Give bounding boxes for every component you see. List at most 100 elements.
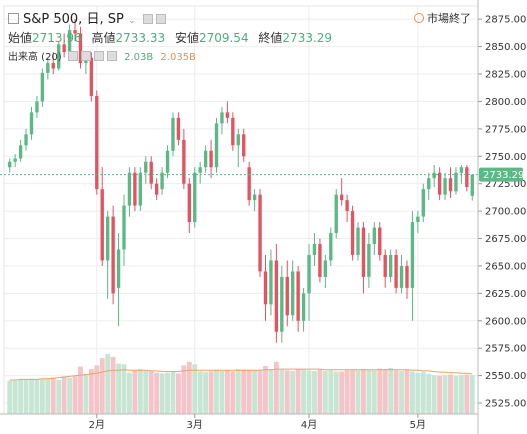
settings-icon[interactable]: [142, 14, 153, 24]
volume-bar: [99, 358, 105, 414]
volume-bar: [366, 369, 372, 414]
volume-bar: [45, 378, 51, 414]
candle-body: [242, 134, 246, 157]
candle-body: [388, 254, 393, 277]
volume-bar: [214, 369, 219, 414]
volume-bar: [328, 370, 334, 414]
compare-icon[interactable]: [155, 14, 166, 24]
x-tick-label: 2月: [89, 419, 105, 431]
volume-bar: [165, 372, 170, 414]
last-price-label: 2733.29: [483, 170, 524, 181]
candle-body: [46, 63, 50, 73]
plot-area: [3, 5, 479, 415]
volume-bar: [437, 375, 443, 414]
candle-body: [323, 260, 328, 277]
volume-bar: [241, 369, 247, 414]
volume-bar: [72, 376, 78, 414]
candle-body: [89, 57, 94, 96]
volume-bar: [159, 373, 165, 414]
volume-bar: [175, 373, 181, 414]
volume-add-icon[interactable]: [93, 51, 104, 61]
volume-bar: [399, 370, 404, 414]
candle-body: [154, 183, 159, 195]
candle-body: [470, 174, 474, 196]
y-tick-label: 2825.00: [485, 70, 526, 81]
candle-body: [329, 233, 333, 261]
y-tick-label: 2625.00: [485, 289, 526, 300]
y-tick-label: 2525.00: [485, 399, 526, 410]
open-value: 2713.96: [32, 31, 82, 45]
volume-bar: [382, 369, 388, 414]
candle-body: [220, 112, 224, 124]
candle-body: [427, 178, 431, 190]
collapse-toggle-icon[interactable]: [8, 13, 19, 24]
y-tick-label: 2550.00: [485, 371, 526, 382]
candle-body: [193, 172, 197, 223]
candle-body: [372, 227, 377, 244]
candle-body: [133, 172, 137, 206]
volume-bar: [219, 370, 225, 414]
candle-body: [67, 30, 72, 53]
symbol-dropdown-icon[interactable]: ⌄: [127, 16, 136, 26]
volume-bar: [12, 380, 18, 414]
candle-body: [318, 244, 322, 277]
volume-bar: [78, 366, 83, 414]
volume-bar: [18, 379, 24, 414]
close-label: 終値: [258, 31, 283, 45]
candle-body: [73, 30, 77, 34]
volume-bar: [350, 369, 355, 414]
candle-body: [356, 227, 360, 255]
high-value: 2733.33: [115, 31, 166, 45]
volume-bar: [88, 369, 94, 414]
volume-bar: [186, 361, 192, 414]
volume-bar: [290, 370, 296, 414]
volume-bar: [442, 375, 448, 414]
close-value: 2733.29: [282, 31, 333, 45]
candle-body: [225, 112, 230, 118]
candle-body: [127, 172, 132, 206]
volume-bar: [203, 372, 209, 414]
candle-body: [280, 276, 284, 332]
y-tick-label: 2850.00: [485, 42, 526, 53]
volume-bar: [355, 370, 361, 414]
y-axis: 2525.00 2550.00 2575.00 2600.00 2625.00 2650.…: [477, 0, 526, 434]
candle-body: [51, 63, 55, 69]
candle-body: [236, 134, 240, 146]
candle-body: [269, 260, 273, 305]
candles: [8, 19, 474, 343]
volume-bar: [105, 353, 111, 414]
volume-bar: [252, 369, 258, 414]
candle-body: [144, 161, 148, 173]
market-status-text: 市場終了: [427, 12, 471, 25]
candle-body: [394, 254, 398, 288]
y-tick-label: 2675.00: [485, 234, 526, 245]
volume-visibility-icon[interactable]: [67, 51, 78, 61]
volume-bar: [224, 370, 230, 414]
volume-bar: [263, 366, 268, 414]
candle-body: [334, 194, 338, 234]
candle-body: [100, 189, 104, 261]
volume-bar: [279, 369, 285, 414]
volume-close-icon[interactable]: [106, 51, 117, 61]
candle-body: [24, 134, 28, 146]
candle-body: [105, 216, 110, 261]
volume-bar: [453, 375, 459, 414]
candle-body: [209, 150, 213, 168]
candle-body: [182, 139, 186, 184]
candle-body: [339, 194, 344, 201]
candle-body: [361, 227, 366, 277]
candle-body: [252, 194, 257, 201]
candle-body: [312, 244, 317, 255]
volume-settings-icon[interactable]: [80, 51, 91, 61]
candle-body: [421, 189, 425, 217]
open-label: 始値: [8, 31, 33, 45]
candle-body: [399, 265, 404, 288]
volume-bar: [235, 369, 241, 414]
candle-body: [291, 271, 295, 316]
volume-bar: [192, 364, 198, 414]
candle-body: [367, 244, 371, 277]
candle-body: [160, 172, 164, 190]
y-tick-label: 2750.00: [485, 152, 526, 163]
volume-bar: [361, 369, 366, 414]
